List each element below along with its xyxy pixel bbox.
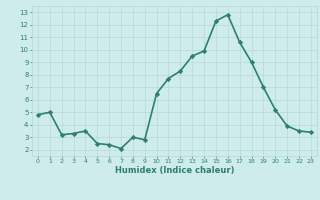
X-axis label: Humidex (Indice chaleur): Humidex (Indice chaleur) [115, 166, 234, 175]
